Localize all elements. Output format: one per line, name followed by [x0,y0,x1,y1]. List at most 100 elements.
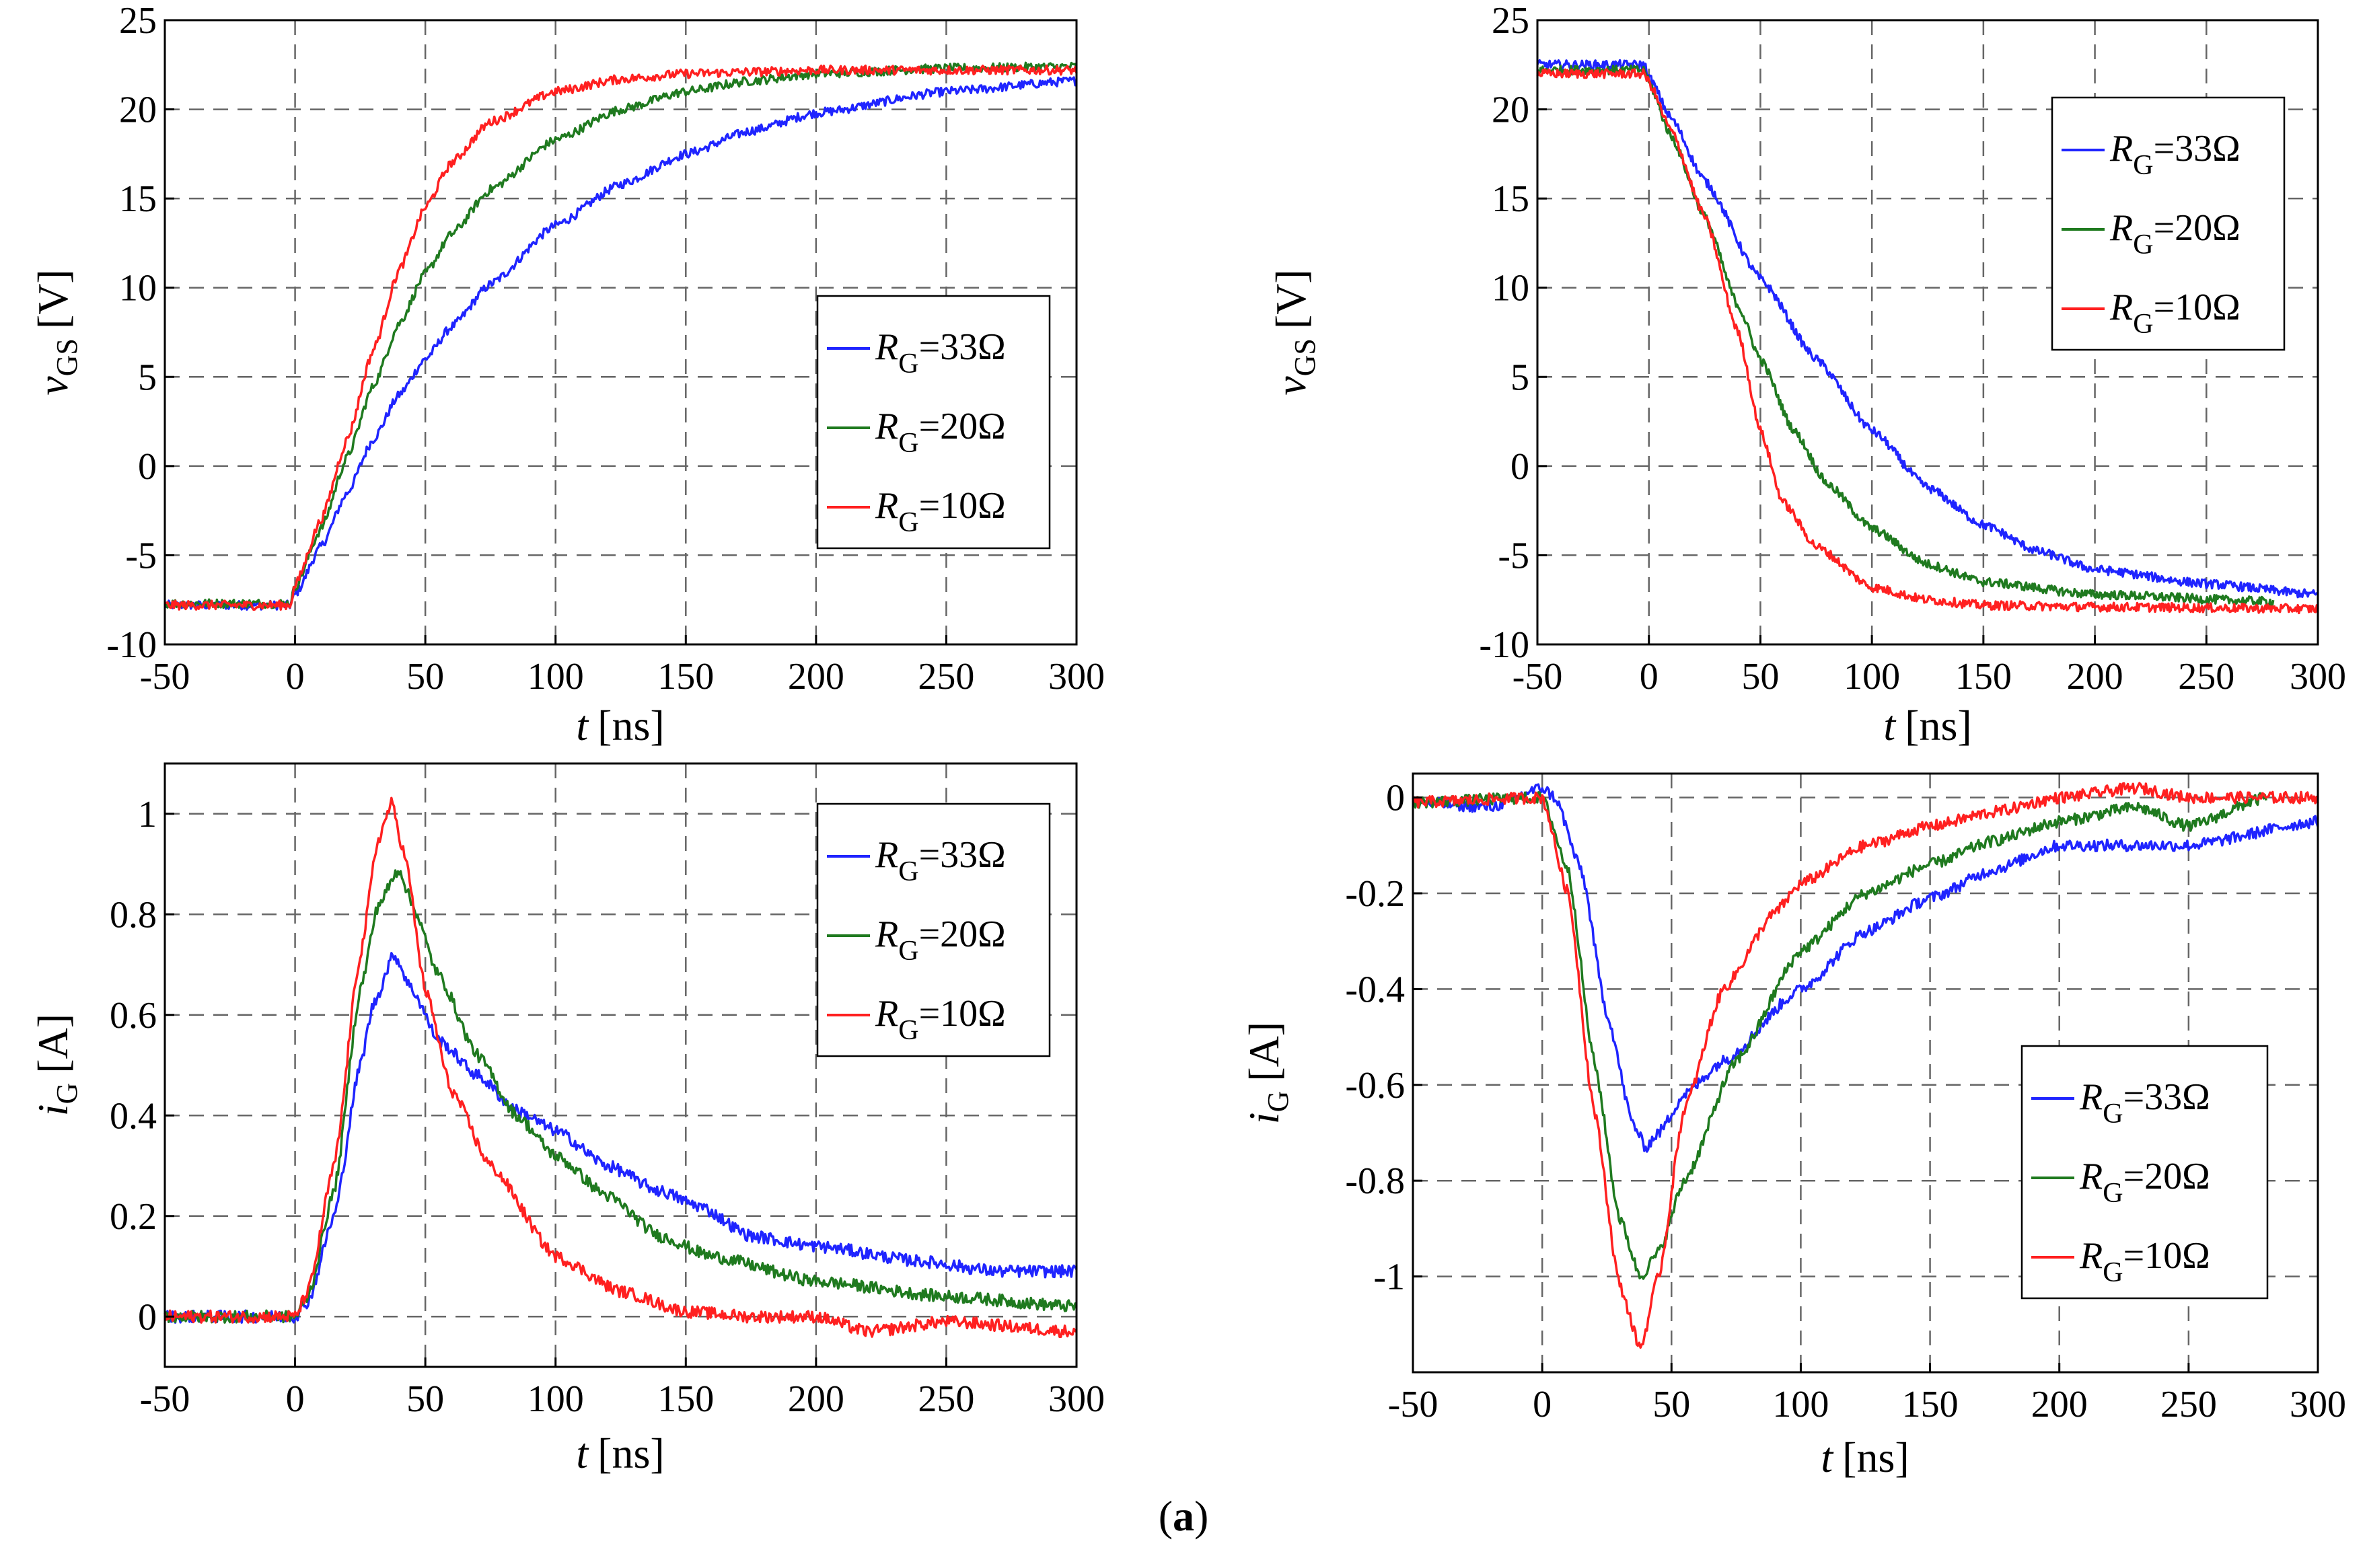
x-tick-label: 250 [918,1378,974,1420]
plot-frame [1536,19,2319,646]
legend-entry: RG=33Ω [875,326,1006,379]
series-line [1412,791,2267,1280]
x-tick-label: 300 [2290,1384,2346,1425]
tick-labels: -50 0 50 100 150 200 250 300 0 0.2 0.4 0.6 0.8 1 [110,794,1105,1420]
x-tick-label: 0 [1640,656,1659,698]
legend: RG=33Ω RG=20Ω RG=10Ω [2051,96,2286,351]
series-line [164,64,1078,611]
x-tick-label: 100 [527,1378,584,1420]
y-tick-label: -0.8 [1345,1160,1405,1202]
x-tick-label: 0 [286,656,305,698]
legend-entry: RG=33Ω [2109,128,2241,181]
series-lines [1536,59,2319,615]
x-tick-label: 100 [1844,656,1900,698]
series-line [163,869,1077,1324]
x-tick-label: 0 [286,1378,305,1420]
x-tick-label: 250 [918,656,974,698]
y-tick-label: -0.4 [1345,969,1405,1010]
series-lines [163,61,1078,611]
y-tick-label: -1 [1373,1257,1405,1298]
y-tick-label: 0 [138,446,157,488]
series-line [1412,783,2319,1153]
y-tick-label: -5 [1498,535,1529,576]
x-tick-label: -50 [140,1378,190,1420]
legend-entry: RG=10Ω [875,485,1006,538]
legend-entry: RG=33Ω [2079,1076,2210,1129]
y-tick-label: 10 [119,268,157,309]
legend-entry: RG=20Ω [2109,207,2241,260]
legend-entry: RG=20Ω [875,913,1006,967]
y-tick-label: 0.8 [110,894,157,936]
y-axis-label: vGS[V] [29,269,83,396]
x-tick-label: 50 [406,1378,444,1420]
y-tick-label: 25 [119,0,157,42]
y-tick-label: 0.4 [110,1095,157,1137]
x-tick-label: 200 [2031,1384,2088,1425]
chart-turn-off-ig: -50 0 50 100 150 200 250 300 -1 -0.8 -0.6 -0.4 -0.2 0… [1240,772,2346,1481]
series-line [164,61,1078,609]
x-tick-label: 200 [788,656,844,698]
series-lines [163,796,1078,1338]
x-axis-label: t [ns] [1883,702,1971,749]
x-tick-label: 150 [1902,1384,1959,1425]
x-axis-label: t [ns] [576,1429,664,1477]
x-tick-label: 250 [2160,1384,2217,1425]
y-tick-label: -10 [1479,624,1529,666]
series-line [163,76,1077,611]
figure-caption: (a) [1159,1492,1209,1540]
legend: RG=33Ω RG=20Ω RG=10Ω [816,295,1051,550]
x-tick-label: -50 [140,656,190,698]
legend: RG=33Ω RG=20Ω RG=10Ω [2020,1045,2269,1300]
series-line [163,952,1078,1324]
x-tick-label: 50 [406,656,444,698]
x-tick-label: 100 [527,656,584,698]
series-line [1536,68,2319,615]
y-tick-label: 20 [1492,89,1529,131]
y-tick-label: 1 [138,794,157,835]
x-axis-label: t [ns] [1821,1433,1909,1481]
x-tick-label: 150 [657,656,714,698]
x-tick-label: -50 [1513,656,1563,698]
series-line [1536,59,2319,599]
y-tick-label: -0.2 [1345,873,1405,915]
x-tick-label: 200 [2067,656,2123,698]
plot-frame [163,762,1078,1368]
x-tick-label: 250 [2178,656,2234,698]
x-tick-label: 300 [1048,656,1105,698]
legend: RG=33Ω RG=20Ω RG=10Ω [816,802,1051,1057]
x-tick-label: -50 [1388,1384,1439,1425]
y-axis-label: iG[A] [1240,1022,1295,1124]
y-tick-label: -0.6 [1345,1065,1405,1107]
y-axis-label: iG[A] [29,1014,83,1116]
y-tick-label: 15 [119,178,157,220]
tick-labels: -50 0 50 100 150 200 250 300 -1 -0.8 -0.6 -0.4 -0.2 0 [1345,778,2346,1425]
y-axis-label: vGS[V] [1267,269,1321,396]
legend-entry: RG=20Ω [875,406,1006,459]
legend-entry: RG=10Ω [2109,287,2241,340]
y-tick-label: 0 [138,1296,157,1338]
y-tick-label: 0 [1510,446,1529,488]
legend-entry: RG=20Ω [2079,1156,2210,1209]
y-tick-label: 10 [1492,268,1529,309]
y-tick-label: 25 [1492,0,1529,42]
x-tick-label: 50 [1652,1384,1690,1425]
series-line [1412,782,2319,1349]
x-tick-label: 300 [2290,656,2346,698]
x-tick-label: 150 [657,1378,714,1420]
legend-entry: RG=10Ω [875,993,1006,1046]
x-tick-label: 300 [1048,1378,1105,1420]
x-tick-label: 0 [1533,1384,1552,1425]
x-tick-label: 150 [1955,656,2012,698]
x-tick-label: 200 [788,1378,844,1420]
legend-entry: RG=10Ω [2079,1235,2210,1288]
x-tick-label: 100 [1772,1384,1829,1425]
y-tick-label: 0.2 [110,1196,157,1238]
plot-frame [163,19,1078,646]
x-axis-label: t [ns] [576,702,664,749]
y-tick-label: 15 [1492,178,1529,220]
